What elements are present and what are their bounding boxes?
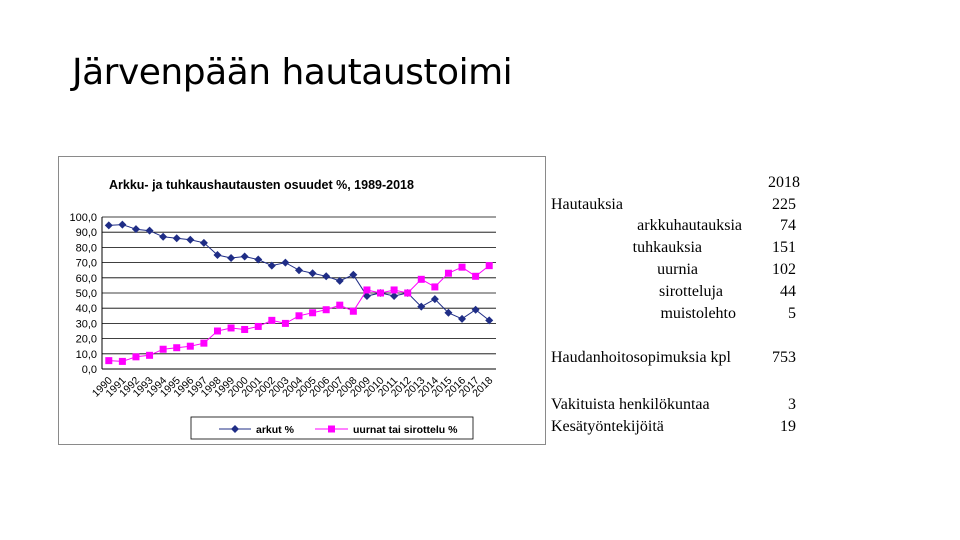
data-point-arkut <box>295 266 303 275</box>
stat-label-hautauksia: Hautauksia <box>551 196 623 213</box>
data-point-arkut <box>159 232 168 241</box>
data-point-arkut <box>485 316 494 325</box>
data-point-uurnat <box>377 289 385 297</box>
stat-label-vakituista: Vakituista henkilökuntaa <box>551 396 710 413</box>
data-point-uurnat <box>186 342 194 350</box>
data-point-uurnat <box>485 262 493 270</box>
data-point-arkut <box>172 234 181 243</box>
stat-label-kesatyontekijoita: Kesätyöntekijöitä <box>551 418 664 435</box>
stat-label-arkkuhautauksia: arkkuhautauksia <box>637 217 742 234</box>
y-tick-label: 60,0 <box>76 273 97 285</box>
stat-label-sirotteluja: sirotteluja <box>659 283 723 300</box>
y-tick-label: 0,0 <box>82 364 97 376</box>
data-point-uurnat <box>322 306 330 314</box>
y-tick-label: 10,0 <box>76 349 97 361</box>
data-point-arkut <box>281 258 290 267</box>
data-point-uurnat <box>132 353 140 361</box>
data-point-uurnat <box>105 357 113 365</box>
data-point-uurnat <box>213 327 221 335</box>
legend-marker-arkut <box>231 425 239 433</box>
chart-title: Arkku- ja tuhkaushautausten osuudet %, 1… <box>109 178 414 192</box>
data-point-uurnat <box>159 345 167 353</box>
data-point-arkut <box>322 272 331 281</box>
y-tick-label: 100,0 <box>69 212 97 224</box>
data-point-uurnat <box>458 263 466 271</box>
data-point-uurnat <box>349 307 357 315</box>
data-point-arkut <box>118 220 127 229</box>
data-point-uurnat <box>444 269 452 277</box>
data-point-arkut <box>444 308 453 317</box>
data-point-arkut <box>417 302 426 311</box>
slide-title: Järvenpään hautaustoimi <box>72 52 513 93</box>
data-point-uurnat <box>295 312 303 320</box>
stat-value-tuhkauksia: 151 <box>772 239 796 256</box>
stat-value-hautauksia: 225 <box>772 196 796 213</box>
stat-label-tuhkauksia: tuhkauksia <box>632 239 702 256</box>
data-point-uurnat <box>118 357 126 365</box>
data-point-arkut <box>471 305 480 314</box>
y-tick-label: 20,0 <box>76 334 97 346</box>
stat-label-haudanhoitosopimuksia: Haudanhoitosopimuksia kpl <box>551 349 731 366</box>
data-point-arkut <box>186 235 195 244</box>
data-point-arkut <box>227 254 236 263</box>
data-point-uurnat <box>254 322 262 330</box>
y-tick-label: 90,0 <box>76 227 97 239</box>
data-point-uurnat <box>417 275 425 283</box>
stat-value-kesatyontekijoita: 19 <box>780 418 796 435</box>
data-point-uurnat <box>146 351 154 359</box>
stat-value-sirotteluja: 44 <box>780 283 796 300</box>
y-tick-label: 70,0 <box>76 258 97 270</box>
data-point-uurnat <box>363 286 371 294</box>
y-tick-label: 50,0 <box>76 288 97 300</box>
stat-value-arkkuhautauksia: 74 <box>780 217 796 234</box>
stat-value-vakituista: 3 <box>788 396 796 413</box>
data-point-arkut <box>104 221 113 230</box>
data-point-arkut <box>335 276 344 285</box>
legend-marker-uurnat <box>328 425 335 433</box>
data-point-arkut <box>308 269 317 278</box>
data-point-uurnat <box>241 325 249 333</box>
stat-label-muistolehto: muistolehto <box>660 305 736 322</box>
y-tick-label: 40,0 <box>76 303 97 315</box>
data-point-arkut <box>145 226 154 235</box>
data-point-uurnat <box>390 286 398 294</box>
data-point-arkut <box>199 238 208 247</box>
data-point-arkut <box>267 261 276 270</box>
data-point-uurnat <box>268 316 276 324</box>
data-point-uurnat <box>431 283 439 291</box>
data-point-uurnat <box>200 339 208 347</box>
data-point-uurnat <box>309 309 317 317</box>
y-tick-label: 80,0 <box>76 242 97 254</box>
data-point-arkut <box>390 292 399 301</box>
data-point-uurnat <box>173 344 181 352</box>
data-point-arkut <box>240 252 249 261</box>
data-point-uurnat <box>404 289 412 297</box>
line-chart: Arkku- ja tuhkaushautausten osuudet %, 1… <box>69 178 496 440</box>
data-point-arkut <box>362 292 371 301</box>
data-point-arkut <box>131 225 140 234</box>
data-point-arkut <box>254 255 263 264</box>
y-tick-label: 30,0 <box>76 318 97 330</box>
data-point-uurnat <box>336 301 344 309</box>
stats-year-header: 2018 <box>768 174 800 191</box>
legend-label-2: uurnat tai sirottelu % <box>353 424 458 436</box>
data-point-arkut <box>458 314 467 323</box>
data-point-uurnat <box>227 324 235 332</box>
stat-label-uurnia: uurnia <box>657 261 698 278</box>
chart-frame: Arkku- ja tuhkaushautausten osuudet %, 1… <box>58 156 546 445</box>
data-point-uurnat <box>472 272 480 280</box>
stat-value-haudanhoitosopimuksia: 753 <box>772 349 796 366</box>
data-point-arkut <box>349 270 358 279</box>
stat-value-muistolehto: 5 <box>788 305 796 322</box>
stat-value-uurnia: 102 <box>772 261 796 278</box>
data-point-uurnat <box>281 319 289 327</box>
data-point-arkut <box>213 251 222 259</box>
legend-label-1: arkut % <box>256 424 295 436</box>
data-point-arkut <box>430 295 439 304</box>
